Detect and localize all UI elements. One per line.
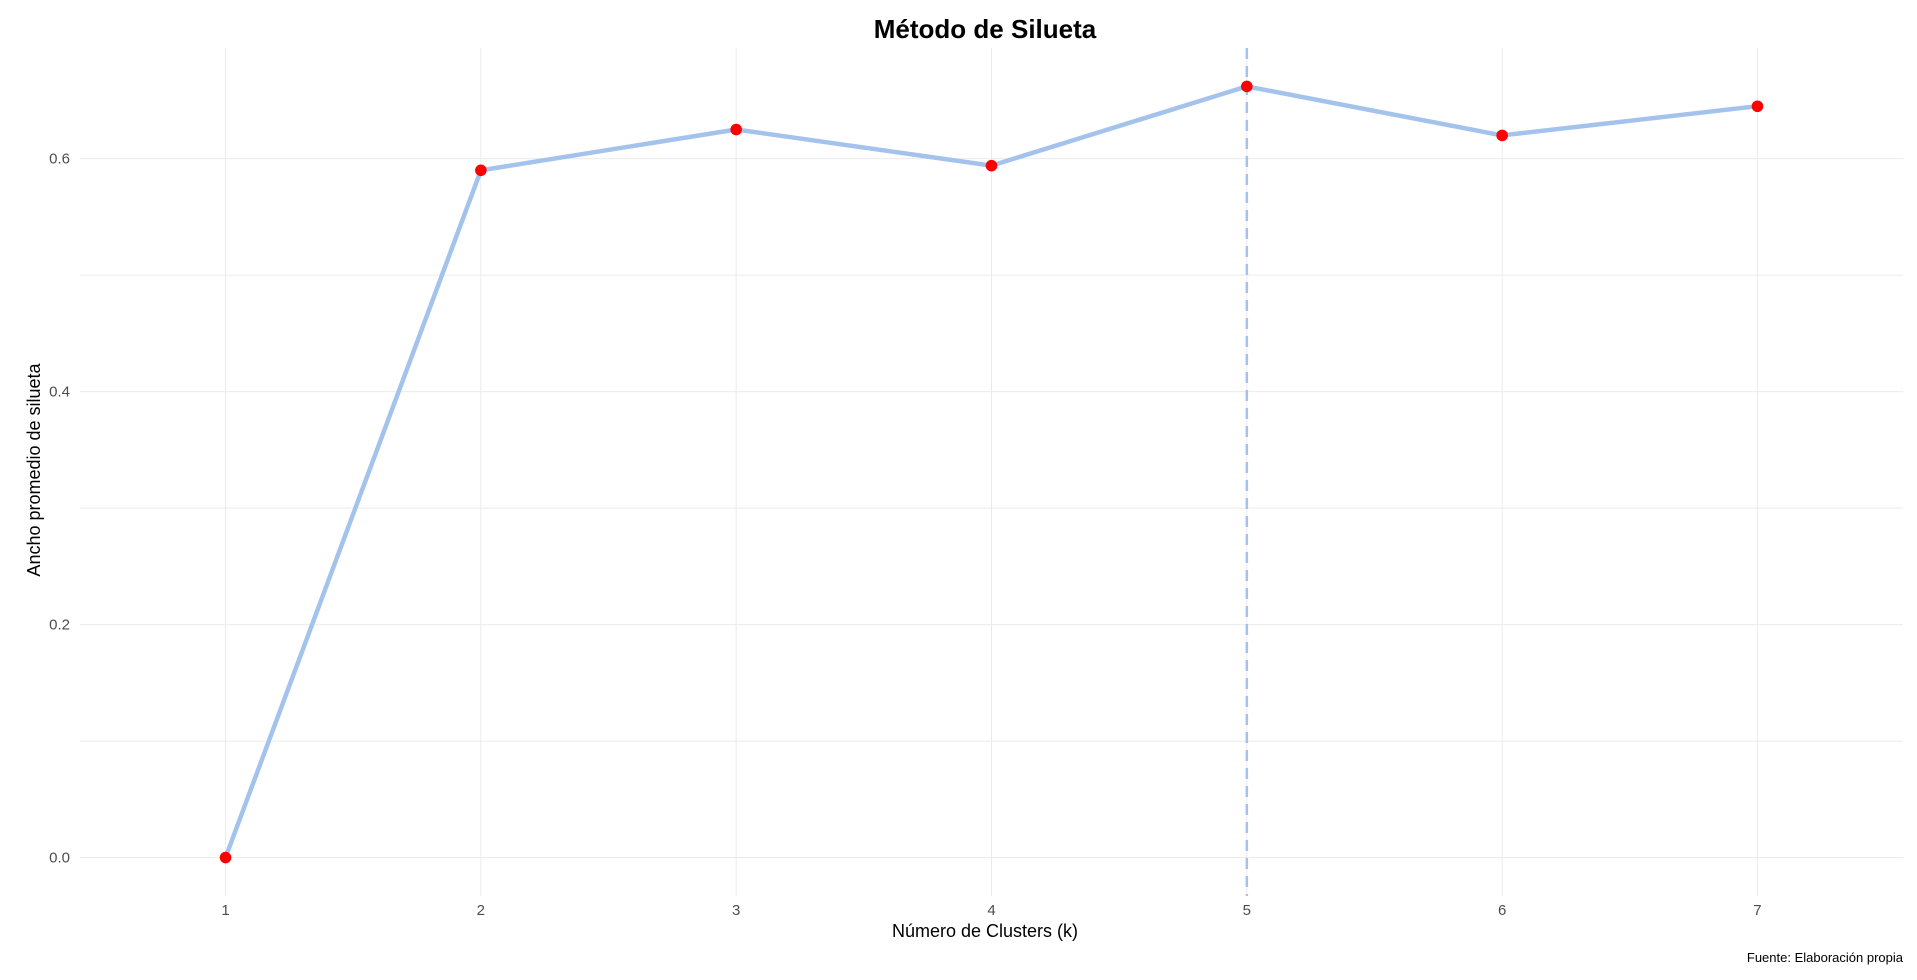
x-tick-label: 7 [1753, 902, 1761, 919]
data-point [1751, 100, 1764, 113]
y-axis-label: Ancho promedio de silueta [24, 362, 44, 576]
data-point [219, 851, 232, 864]
x-tick-label: 5 [1243, 902, 1251, 919]
y-tick-label: 0.2 [49, 617, 70, 634]
x-tick-label: 1 [221, 902, 229, 919]
x-tick-label: 4 [987, 902, 995, 919]
x-tick-label: 2 [477, 902, 485, 919]
x-axis-label: Número de Clusters (k) [892, 921, 1078, 941]
data-point [1496, 129, 1508, 142]
x-tick-label: 6 [1498, 902, 1506, 919]
y-tick-label: 0.4 [49, 384, 70, 401]
x-tick-label: 3 [732, 902, 740, 919]
data-point [730, 123, 742, 136]
y-tick-label: 0.0 [49, 850, 70, 867]
y-tick-labels: 0.0 0.2 0.4 0.6 [49, 151, 70, 867]
chart-title: Método de Silueta [874, 14, 1097, 44]
y-tick-label: 0.6 [49, 151, 70, 168]
data-point [1241, 80, 1253, 93]
chart-caption: Fuente: Elaboración propia [1747, 950, 1904, 965]
data-points-layer [219, 80, 1764, 864]
x-tick-labels: 1 2 3 4 5 6 7 [221, 902, 1761, 919]
data-point [475, 164, 487, 177]
data-point [985, 159, 998, 172]
grid-layer [80, 48, 1903, 896]
